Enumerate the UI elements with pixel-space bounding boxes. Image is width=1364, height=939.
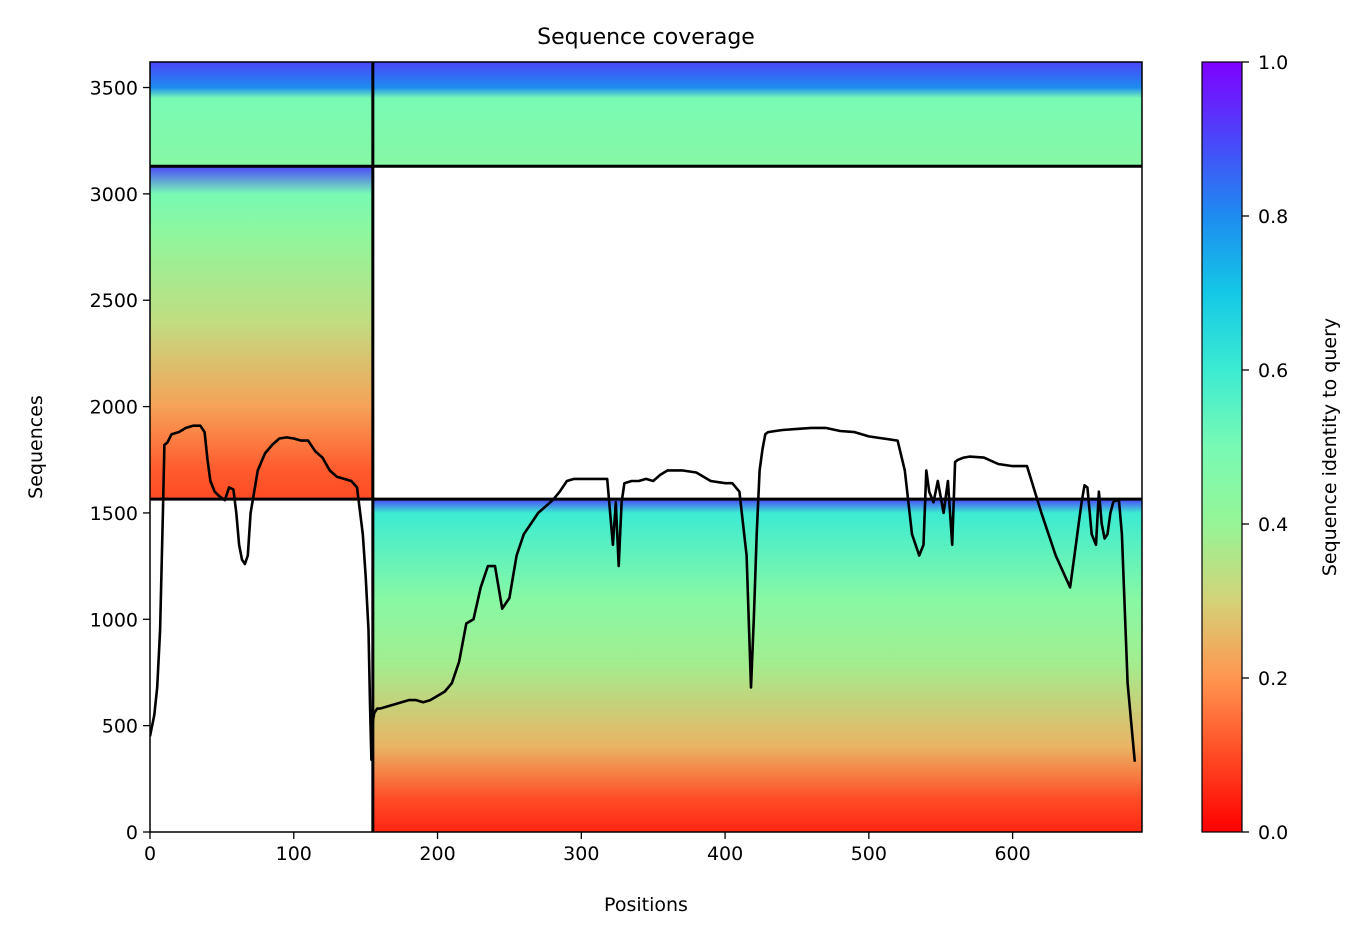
x-tick-label: 500: [851, 843, 887, 865]
chart-title: Sequence coverage: [537, 25, 755, 50]
coverage-blocks: [150, 62, 1142, 832]
y-axis-label: Sequences: [25, 395, 47, 499]
block-chain-A-only: [150, 166, 373, 500]
plot-area: [150, 62, 1142, 832]
x-axis-ticks: 0 100 200 300 400 500 600: [144, 832, 1031, 865]
x-tick-label: 600: [994, 843, 1030, 865]
colorbar-tick-label: 0.6: [1258, 360, 1288, 382]
y-tick-label: 500: [102, 716, 138, 738]
block-chain-B-only: [372, 499, 1142, 832]
y-tick-label: 1000: [90, 609, 138, 631]
colorbar-tick-label: 0.4: [1258, 514, 1288, 536]
y-tick-label: 3500: [90, 78, 138, 100]
y-tick-label: 1500: [90, 503, 138, 525]
colorbar-ticks: 0.0 0.2 0.4 0.6 0.8 1.0: [1242, 52, 1288, 844]
x-tick-label: 400: [707, 843, 743, 865]
colorbar-label: Sequence identity to query: [1319, 318, 1341, 576]
y-tick-label: 2000: [90, 397, 138, 419]
colorbar-tick-label: 0.0: [1258, 822, 1288, 844]
y-tick-label: 2500: [90, 290, 138, 312]
x-axis-label: Positions: [604, 894, 688, 916]
x-tick-label: 300: [563, 843, 599, 865]
colorbar: 0.0 0.2 0.4 0.6 0.8 1.0 Sequence identity to …: [1201, 52, 1341, 844]
plot-frame: [149, 61, 1143, 833]
segment-dividers: [150, 62, 1142, 832]
x-tick-label: 200: [419, 843, 455, 865]
colorbar-tick-label: 1.0: [1258, 52, 1288, 74]
block-paired: [150, 62, 1142, 167]
y-tick-label: 0: [126, 822, 138, 844]
coverage-line: [150, 424, 1137, 762]
colorbar-gradient: [1201, 61, 1243, 833]
x-tick-label: 0: [144, 843, 156, 865]
colorbar-tick-label: 0.2: [1258, 668, 1288, 690]
y-axis-ticks: 0 500 1000 1500 2000 2500 3000 3500: [90, 78, 150, 844]
colorbar-tick-label: 0.8: [1258, 206, 1288, 228]
x-tick-label: 100: [276, 843, 312, 865]
y-tick-label: 3000: [90, 184, 138, 206]
